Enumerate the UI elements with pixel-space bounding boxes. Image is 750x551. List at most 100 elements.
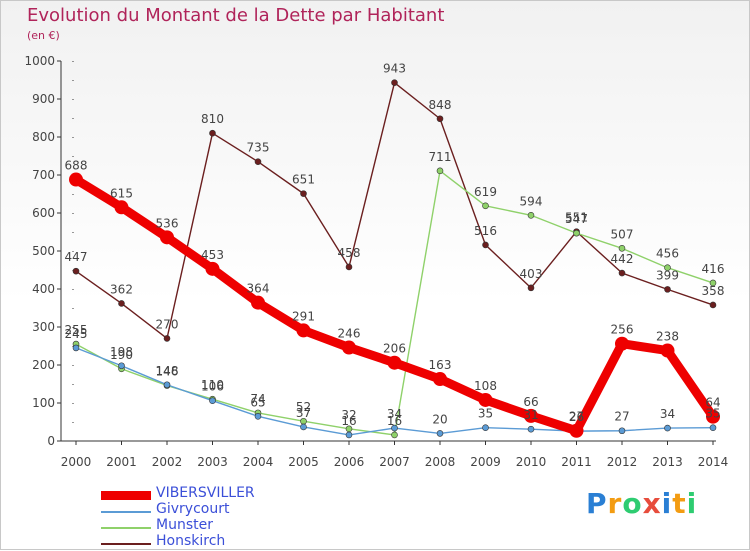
x-tick-label: 2001 (106, 455, 137, 469)
data-label: 27 (614, 410, 629, 424)
data-point (478, 392, 493, 407)
data-label: 34 (387, 407, 402, 421)
data-label: 358 (702, 284, 725, 298)
legend-item: VIBERSVILLER (101, 485, 301, 503)
data-point (706, 409, 720, 424)
legend-label: Munster (156, 517, 213, 533)
data-point (114, 200, 129, 215)
legend-swatch (101, 511, 151, 513)
data-point (118, 362, 125, 370)
data-label: 246 (338, 327, 361, 341)
data-point (118, 300, 125, 307)
legend-item: Munster (101, 517, 301, 535)
data-label: 64 (705, 396, 720, 410)
data-point (618, 269, 626, 277)
data-label: 403 (520, 267, 543, 281)
data-label: 198 (110, 345, 133, 359)
y-tick-label: 400 (32, 282, 55, 296)
data-point (664, 264, 671, 272)
data-point (72, 267, 80, 275)
data-label: 619 (474, 185, 497, 199)
data-point (391, 431, 398, 439)
data-label: 31 (523, 408, 538, 422)
data-label: 547 (565, 212, 588, 226)
data-point (660, 343, 675, 358)
data-label: 551 (565, 211, 588, 225)
data-point (527, 425, 535, 433)
data-point (300, 190, 307, 197)
x-tick-label: 2005 (288, 455, 319, 469)
data-point (482, 202, 489, 210)
data-label: 651 (292, 173, 315, 187)
data-label: 74 (250, 392, 265, 406)
data-label: 362 (110, 282, 133, 296)
data-label: 16 (341, 414, 356, 428)
data-point (709, 279, 717, 287)
data-point (300, 423, 307, 431)
data-label: 442 (611, 252, 634, 266)
data-label: 536 (156, 216, 179, 230)
data-label: 615 (110, 186, 133, 200)
data-point (345, 431, 353, 439)
brand-letter: i (686, 487, 698, 520)
x-tick-label: 2002 (152, 455, 183, 469)
data-label: 256 (611, 323, 634, 337)
brand-letter: x (642, 487, 662, 520)
x-tick-label: 2008 (425, 455, 456, 469)
data-label: 148 (156, 364, 179, 378)
data-point (618, 245, 626, 252)
data-point (209, 397, 216, 405)
data-point (482, 241, 489, 249)
data-point (251, 295, 265, 310)
x-tick-label: 2014 (698, 455, 729, 469)
data-label: 110 (201, 378, 224, 392)
x-tick-label: 2010 (516, 455, 547, 469)
data-point (391, 79, 398, 86)
data-point (527, 211, 535, 219)
x-tick-label: 2006 (334, 455, 365, 469)
data-label: 106 (201, 380, 224, 394)
data-point (709, 424, 717, 432)
data-point (163, 381, 171, 389)
legend-swatch (101, 491, 151, 500)
x-tick-label: 2000 (61, 455, 92, 469)
series-line-munster (75, 170, 714, 436)
data-point (436, 430, 444, 437)
data-label: 688 (65, 159, 88, 173)
data-point (387, 355, 402, 370)
legend-swatch (101, 543, 151, 545)
data-label: 27 (569, 410, 584, 424)
data-label: 65 (250, 395, 265, 409)
data-point (345, 263, 353, 271)
data-label: 594 (520, 194, 543, 208)
data-label: 735 (247, 141, 270, 155)
legend-item: Honskirch (101, 533, 301, 551)
x-tick-label: 2011 (561, 455, 592, 469)
legend-swatch (101, 527, 151, 529)
y-tick-label: 500 (32, 244, 55, 258)
y-tick-label: 300 (32, 320, 55, 334)
data-label: 507 (611, 227, 634, 241)
data-label: 37 (296, 406, 311, 420)
data-label: 66 (523, 395, 538, 409)
legend-label: VIBERSVILLER (156, 485, 255, 501)
data-label: 364 (247, 282, 270, 296)
x-tick-label: 2013 (652, 455, 683, 469)
data-label: 456 (656, 247, 679, 261)
data-label: 16 (387, 414, 402, 428)
data-point (615, 336, 629, 351)
data-point (296, 323, 311, 338)
x-tick-label: 2009 (470, 455, 501, 469)
data-label: 35 (478, 407, 493, 421)
y-tick-label: 800 (32, 130, 55, 144)
data-label: 238 (656, 330, 679, 344)
data-point (205, 261, 220, 276)
data-label: 52 (296, 400, 311, 414)
data-label: 26 (569, 410, 584, 424)
data-label: 291 (292, 309, 315, 323)
brand-letter: i (661, 487, 673, 520)
data-point (254, 158, 262, 165)
data-point (69, 172, 83, 187)
data-point (618, 427, 626, 435)
